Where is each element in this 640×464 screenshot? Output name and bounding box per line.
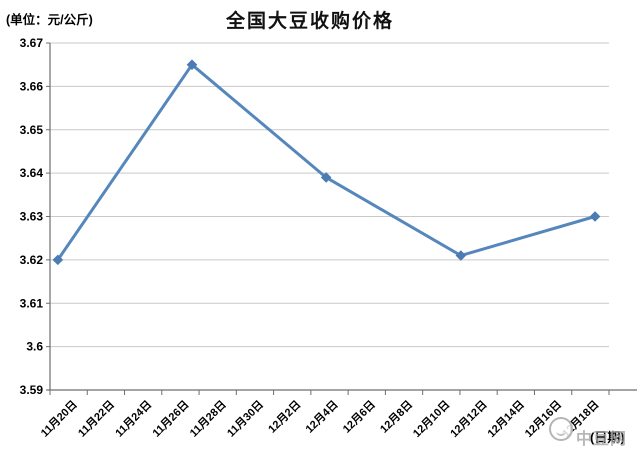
data-point-marker bbox=[455, 250, 467, 261]
x-tick-label: 11月30日 bbox=[224, 398, 266, 440]
x-tick-label: 11月26日 bbox=[150, 398, 192, 440]
x-tick-label: 12月16日 bbox=[522, 398, 564, 440]
x-tick-label: 11月28日 bbox=[187, 398, 229, 440]
x-tick-label: 12月14日 bbox=[485, 398, 527, 440]
x-tick-label: 12月4日 bbox=[303, 398, 341, 436]
x-tick-label: 11月24日 bbox=[113, 398, 155, 440]
y-tick-label: 3.66 bbox=[20, 79, 44, 93]
x-tick-label: 12月10日 bbox=[410, 398, 452, 440]
x-tick-label: 12月2日 bbox=[266, 398, 304, 436]
y-axis-unit-label: (单位：元/公斤) bbox=[6, 13, 93, 27]
y-tick-label: 3.61 bbox=[20, 296, 44, 310]
data-point-marker bbox=[589, 211, 601, 222]
x-tick-label: 12月6日 bbox=[340, 398, 378, 436]
y-tick-label: 3.59 bbox=[20, 383, 44, 397]
data-point-marker bbox=[52, 254, 64, 266]
y-tick-label: 3.62 bbox=[20, 253, 44, 267]
x-tick-label: 11月22日 bbox=[75, 398, 117, 440]
x-tick-label: 12月8日 bbox=[377, 398, 415, 436]
x-tick-label: 11月20日 bbox=[38, 398, 80, 440]
data-point-marker bbox=[186, 59, 198, 70]
y-tick-label: 3.64 bbox=[20, 166, 44, 180]
x-tick-label: 12月12日 bbox=[448, 398, 490, 440]
y-tick-label: 3.6 bbox=[26, 340, 43, 354]
x-axis-title: (日期) bbox=[590, 430, 625, 445]
data-point-marker bbox=[320, 172, 332, 183]
chart-title: 全国大豆收购价格 bbox=[225, 11, 394, 32]
y-tick-label: 3.67 bbox=[20, 36, 44, 50]
y-tick-label: 3.63 bbox=[20, 210, 44, 224]
y-tick-label: 3.65 bbox=[20, 123, 44, 137]
